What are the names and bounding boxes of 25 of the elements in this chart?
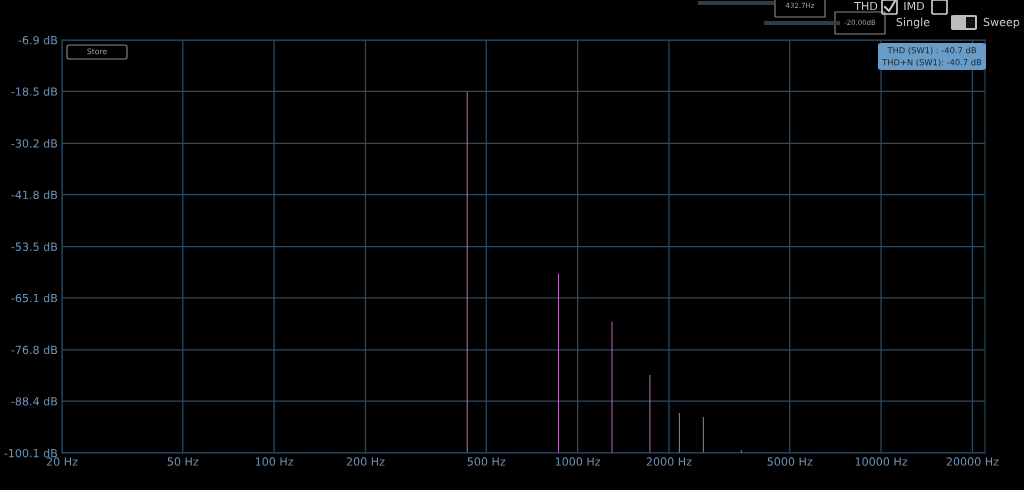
annotation: THD+N (SW1): -40.7 dB	[882, 58, 982, 67]
y-tick-label: -41.8 dB	[11, 190, 58, 200]
y-tick-label: -18.5 dB	[11, 87, 58, 96]
x-tick-label: 20000 Hz	[946, 457, 999, 466]
y-tick-label: -88.4 dB	[11, 396, 58, 406]
x-tick-label: 500 Hz	[467, 457, 506, 466]
x-tick-label: 50 Hz	[167, 457, 199, 466]
y-tick-label: -6.9 dB	[18, 35, 58, 45]
x-tick-label: 1000 Hz	[555, 457, 601, 466]
annotation: THD (SW1) : -40.7 dB	[887, 46, 976, 55]
text: IMD	[904, 1, 925, 11]
x-tick-label: 10000 Hz	[855, 457, 908, 466]
x-tick-label: 5000 Hz	[767, 457, 813, 466]
y-tick-label: -100.1 dB	[4, 448, 58, 458]
y-tick-label: -76.8 dB	[11, 345, 58, 355]
text: THD	[854, 1, 878, 11]
text: Single	[896, 17, 930, 29]
y-tick-label: -53.5 dB	[11, 242, 58, 251]
x-tick-label: 2000 Hz	[646, 457, 692, 466]
x-tick-label: 200 Hz	[346, 457, 385, 466]
text: Sweep	[983, 17, 1020, 29]
y-tick-label: -30.2 dB	[11, 139, 58, 148]
x-tick-label: 100 Hz	[255, 457, 294, 466]
x-tick-label: 20 Hz	[46, 457, 78, 466]
y-tick-label: -65.1 dB	[11, 293, 58, 303]
